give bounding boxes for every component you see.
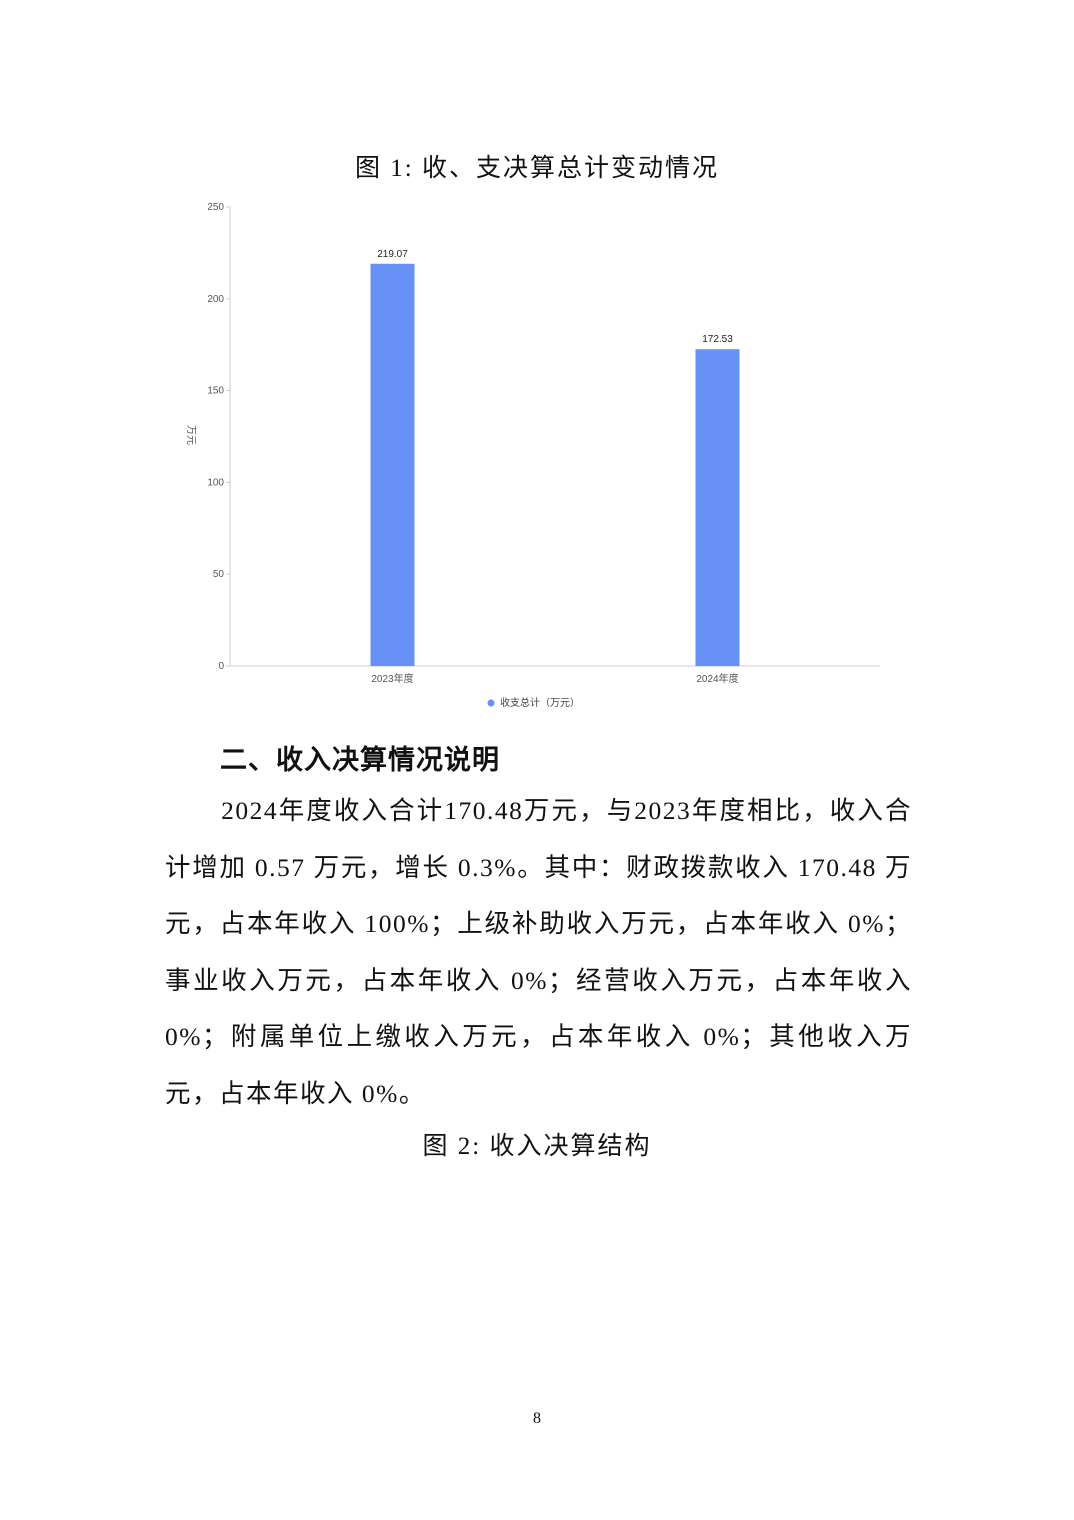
legend-label: 收支总计（万元） — [500, 696, 580, 709]
y-axis-label: 万元 — [185, 425, 196, 445]
figure-2-caption: 图 2: 收入决算结构 — [422, 1133, 652, 1160]
data-label: 172.53 — [702, 334, 733, 345]
legend-swatch — [487, 699, 495, 707]
data-label: 219.07 — [377, 249, 408, 260]
y-tick-label: 250 — [207, 202, 224, 213]
legend: 收支总计（万元） — [487, 696, 580, 709]
x-tick-label: 2023年度 — [371, 672, 413, 685]
bar-chart: 0 50 100 150 200 250 219.07 2023年度 172.53 2024年度… — [185, 202, 880, 709]
body-paragraph: 2024年度收入合计170.48万元，与2023年度相比，收入合计增加 0.57… — [165, 796, 912, 1108]
bar — [370, 263, 415, 666]
section-heading: 二、收入决算情况说明 — [220, 745, 500, 775]
figure-1-caption: 图 1: 收、支决算总计变动情况 — [355, 155, 719, 182]
bar — [695, 349, 740, 666]
y-tick-label: 0 — [218, 661, 224, 672]
x-tick-label: 2024年度 — [696, 672, 738, 685]
y-tick-label: 50 — [213, 569, 225, 580]
y-tick-label: 150 — [207, 386, 224, 397]
y-tick-label: 200 — [207, 294, 224, 305]
page-number: 8 — [533, 1410, 541, 1427]
y-tick-label: 100 — [207, 477, 224, 488]
